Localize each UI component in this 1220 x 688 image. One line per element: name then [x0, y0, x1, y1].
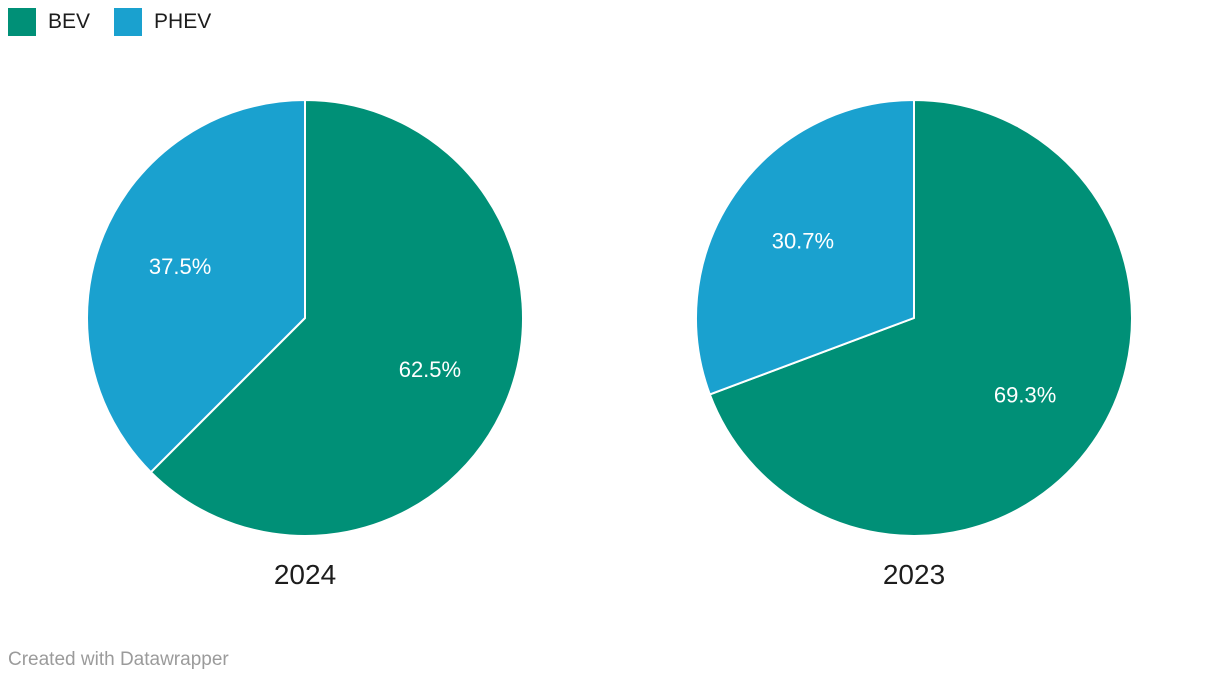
- legend-item-phev: PHEV: [114, 8, 211, 36]
- pie-slice-phev[interactable]: [695, 99, 915, 396]
- legend-swatch-phev: [114, 8, 143, 36]
- pie-title-2024: 2024: [273, 559, 337, 590]
- datawrapper-credit: Created with Datawrapper: [8, 649, 229, 670]
- pie-chart-2024: 62.5% 37.5%: [85, 98, 525, 538]
- slice-percentage-label: 62.5%: [399, 357, 461, 382]
- legend-label-bev: BEV: [48, 10, 91, 33]
- pie-slice-phev[interactable]: [85, 99, 306, 474]
- legend-label-phev: PHEV: [154, 10, 212, 33]
- pie-slice-bev[interactable]: [149, 99, 524, 537]
- pie-title-2023: 2023: [882, 559, 946, 590]
- legend-item-bev: BEV: [8, 8, 90, 36]
- legend-swatch-bev: [8, 8, 36, 36]
- pie-svg: 69.3% 30.7%: [695, 99, 1133, 537]
- legend: BEV PHEV: [8, 8, 211, 36]
- pie-svg: 62.5% 37.5%: [85, 99, 524, 537]
- slice-percentage-label: 30.7%: [772, 229, 834, 254]
- slice-percentage-label: 37.5%: [149, 254, 211, 279]
- pie-slice-bev[interactable]: [708, 99, 1133, 537]
- pie-chart-2023: 69.3% 30.7%: [694, 98, 1134, 538]
- slice-percentage-label: 69.3%: [994, 383, 1056, 408]
